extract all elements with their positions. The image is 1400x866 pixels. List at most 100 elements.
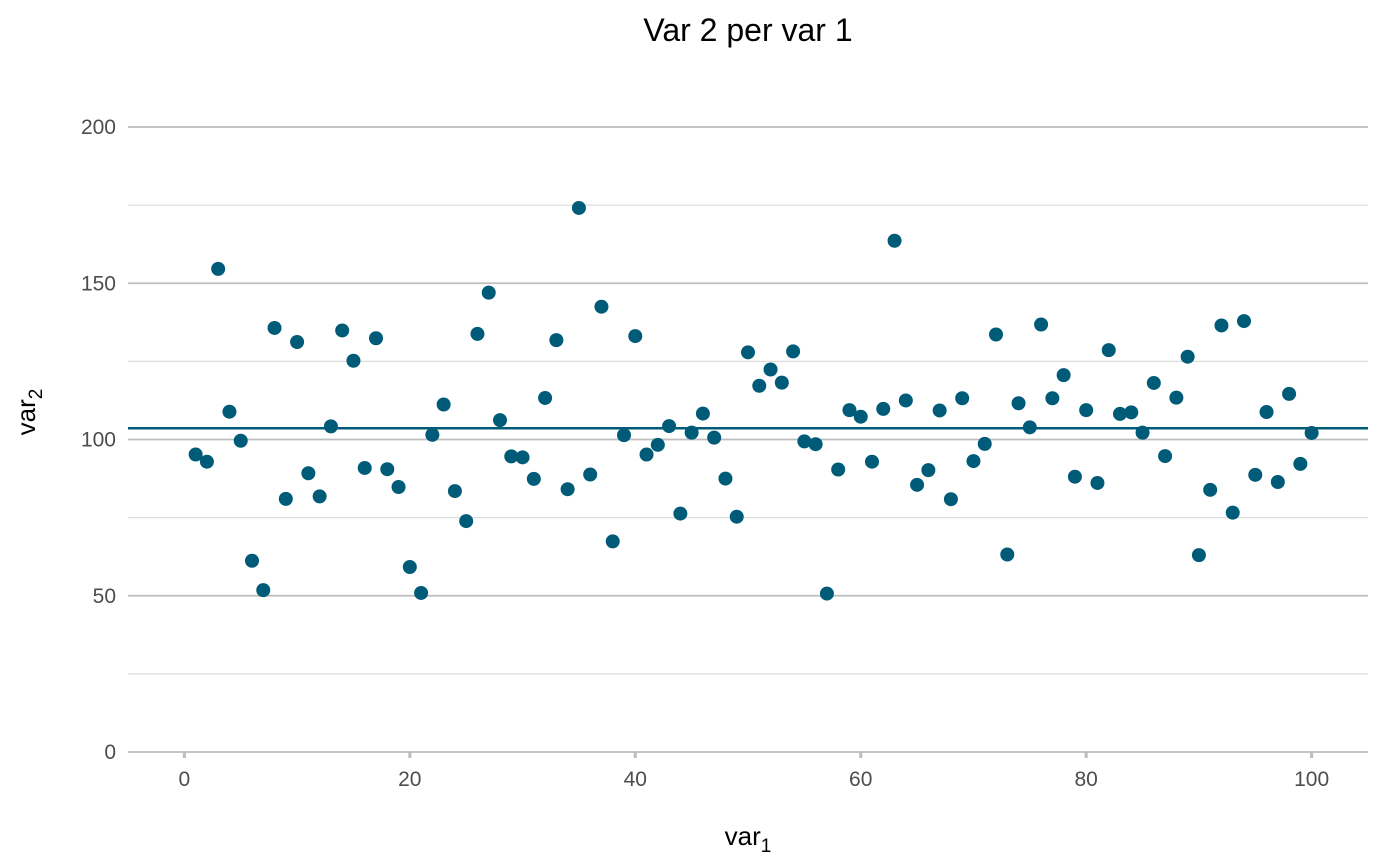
y-axis-title-base: var — [11, 399, 41, 435]
data-points — [188, 200, 1319, 601]
data-point — [256, 583, 271, 598]
x-tick-label: 100 — [1294, 768, 1329, 791]
data-point — [831, 462, 846, 477]
x-axis-title-base: var — [725, 821, 761, 851]
data-point — [763, 362, 778, 377]
data-point — [650, 437, 665, 452]
data-point — [628, 329, 643, 344]
data-point — [887, 233, 902, 248]
data-point — [594, 299, 609, 314]
y-tick-label: 100 — [81, 429, 116, 452]
data-point — [560, 482, 575, 497]
x-tick-label: 80 — [1075, 768, 1098, 791]
data-point — [819, 586, 834, 601]
data-point — [459, 514, 474, 529]
data-point — [1293, 456, 1308, 471]
data-point — [357, 460, 372, 475]
data-point — [538, 390, 553, 405]
data-point — [526, 471, 541, 486]
data-point — [876, 401, 891, 416]
data-point — [290, 335, 305, 349]
data-point — [662, 419, 677, 434]
data-point — [1056, 368, 1071, 383]
data-point — [752, 378, 767, 393]
data-point — [1045, 391, 1060, 406]
data-point — [955, 391, 970, 406]
data-point — [695, 406, 710, 421]
data-point — [481, 285, 496, 300]
data-point — [865, 454, 879, 469]
data-point — [932, 403, 947, 418]
data-point — [323, 419, 338, 434]
data-point — [211, 261, 226, 276]
data-point — [910, 477, 925, 492]
data-point — [684, 425, 699, 440]
data-point — [1011, 396, 1026, 411]
data-point — [1135, 425, 1150, 440]
data-point — [312, 489, 327, 504]
data-point — [1034, 317, 1049, 332]
x-axis-title-subscript: 1 — [761, 836, 772, 857]
data-point — [707, 430, 722, 445]
data-point — [617, 428, 631, 443]
axes — [128, 751, 1368, 758]
data-point — [718, 471, 733, 486]
y-tick-label: 0 — [104, 741, 116, 764]
data-point — [1203, 482, 1218, 497]
chart-title: Var 2 per var 1 — [643, 12, 852, 48]
data-point — [989, 327, 1003, 342]
data-point — [222, 404, 237, 419]
data-point — [673, 506, 688, 521]
x-tick-label: 60 — [849, 768, 872, 791]
y-axis-title: var2 — [11, 389, 47, 436]
data-point — [1067, 469, 1082, 484]
data-point — [380, 462, 395, 477]
data-point — [1079, 403, 1094, 418]
data-point — [1146, 375, 1161, 390]
grid-lines — [128, 126, 1368, 675]
x-tick-label: 40 — [624, 768, 647, 791]
data-point — [583, 467, 598, 482]
data-point — [977, 436, 992, 451]
data-point — [1090, 475, 1105, 490]
data-point — [301, 466, 316, 481]
data-point — [966, 454, 981, 469]
data-point — [842, 403, 857, 418]
data-point — [369, 331, 383, 346]
data-point — [425, 427, 440, 442]
data-point — [1237, 314, 1251, 329]
y-tick-label: 150 — [81, 272, 116, 295]
data-point — [470, 326, 485, 341]
tick-labels: 0 50 100 150 200 0 20 40 60 80 100 — [81, 116, 1329, 791]
data-point — [1270, 475, 1285, 489]
data-point — [1214, 318, 1229, 333]
data-point — [774, 375, 789, 390]
data-point — [1124, 405, 1139, 420]
data-point — [605, 534, 620, 549]
data-point — [1248, 467, 1263, 482]
data-point — [245, 553, 259, 568]
data-point — [1282, 386, 1297, 401]
data-point — [335, 323, 350, 338]
data-point — [391, 480, 406, 494]
data-point — [199, 454, 214, 469]
data-point — [741, 345, 755, 360]
data-point — [943, 492, 958, 507]
data-point — [1101, 343, 1116, 358]
data-point — [808, 437, 823, 452]
data-point — [639, 447, 654, 462]
data-point — [729, 509, 744, 524]
data-point — [786, 344, 801, 359]
data-point — [1225, 505, 1240, 520]
data-point — [515, 450, 530, 465]
x-tick-label: 0 — [179, 768, 191, 791]
data-point — [921, 463, 936, 478]
data-point — [549, 333, 564, 348]
data-point — [1304, 425, 1319, 440]
data-point — [346, 353, 361, 368]
data-point — [233, 433, 248, 448]
y-axis-title-subscript: 2 — [26, 389, 47, 400]
data-point — [1158, 449, 1173, 464]
y-tick-label: 200 — [81, 116, 116, 139]
